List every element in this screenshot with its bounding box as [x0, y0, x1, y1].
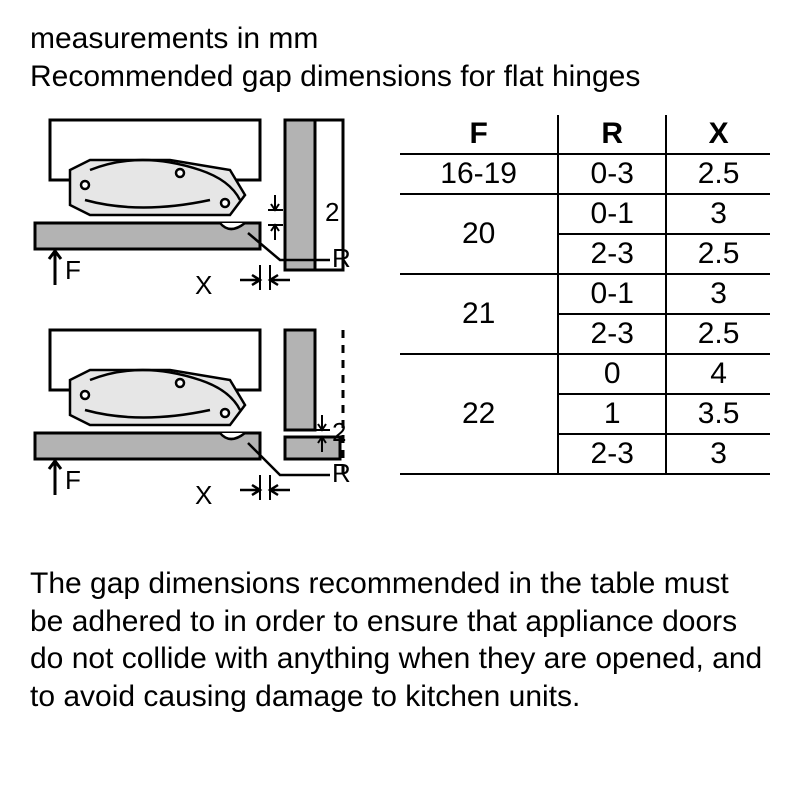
cell-R: 0-3 [558, 154, 666, 194]
footer-note: The gap dimensions recommended in the ta… [30, 565, 770, 715]
label-gap-2-top: 2 [325, 197, 339, 228]
cell-X: 3.5 [666, 394, 770, 434]
cell-F: 20 [400, 194, 558, 274]
cell-X: 4 [666, 354, 770, 394]
cell-X: 2.5 [666, 154, 770, 194]
table-row: 2204 [400, 354, 770, 394]
label-F-top: F [65, 255, 81, 286]
hinge-diagram-bottom: 2 F X R [30, 325, 370, 525]
diagrams-column: 2 F X R [30, 115, 370, 535]
cell-R: 0 [558, 354, 666, 394]
table-row: 210-13 [400, 274, 770, 314]
header-block: measurements in mm Recommended gap dimen… [30, 20, 770, 95]
cell-R: 2-3 [558, 434, 666, 474]
cell-X: 2.5 [666, 234, 770, 274]
table-row: 16-190-32.5 [400, 154, 770, 194]
hinge-diagram-top: 2 F X R [30, 115, 370, 315]
label-R-top: R [332, 243, 351, 274]
cell-F: 22 [400, 354, 558, 474]
col-R: R [558, 115, 666, 154]
table-header-row: F R X [400, 115, 770, 154]
cell-R: 2-3 [558, 314, 666, 354]
cell-X: 3 [666, 434, 770, 474]
col-F: F [400, 115, 558, 154]
cell-X: 3 [666, 274, 770, 314]
cell-R: 0-1 [558, 194, 666, 234]
cell-R: 2-3 [558, 234, 666, 274]
label-F-bottom: F [65, 465, 81, 496]
header-line1: measurements in mm [30, 20, 770, 58]
col-X: X [666, 115, 770, 154]
cell-X: 2.5 [666, 314, 770, 354]
cell-F: 16-19 [400, 154, 558, 194]
label-gap-2-bottom: 2 [332, 417, 346, 448]
header-line2: Recommended gap dimensions for flat hing… [30, 58, 770, 96]
cell-F: 21 [400, 274, 558, 354]
label-X-top: X [195, 270, 212, 301]
cell-R: 0-1 [558, 274, 666, 314]
label-R-bottom: R [332, 458, 351, 489]
table-row: 200-13 [400, 194, 770, 234]
label-X-bottom: X [195, 480, 212, 511]
cell-R: 1 [558, 394, 666, 434]
cell-X: 3 [666, 194, 770, 234]
gap-dimensions-table: F R X 16-190-32.5200-132-32.5210-132-32.… [400, 115, 770, 475]
